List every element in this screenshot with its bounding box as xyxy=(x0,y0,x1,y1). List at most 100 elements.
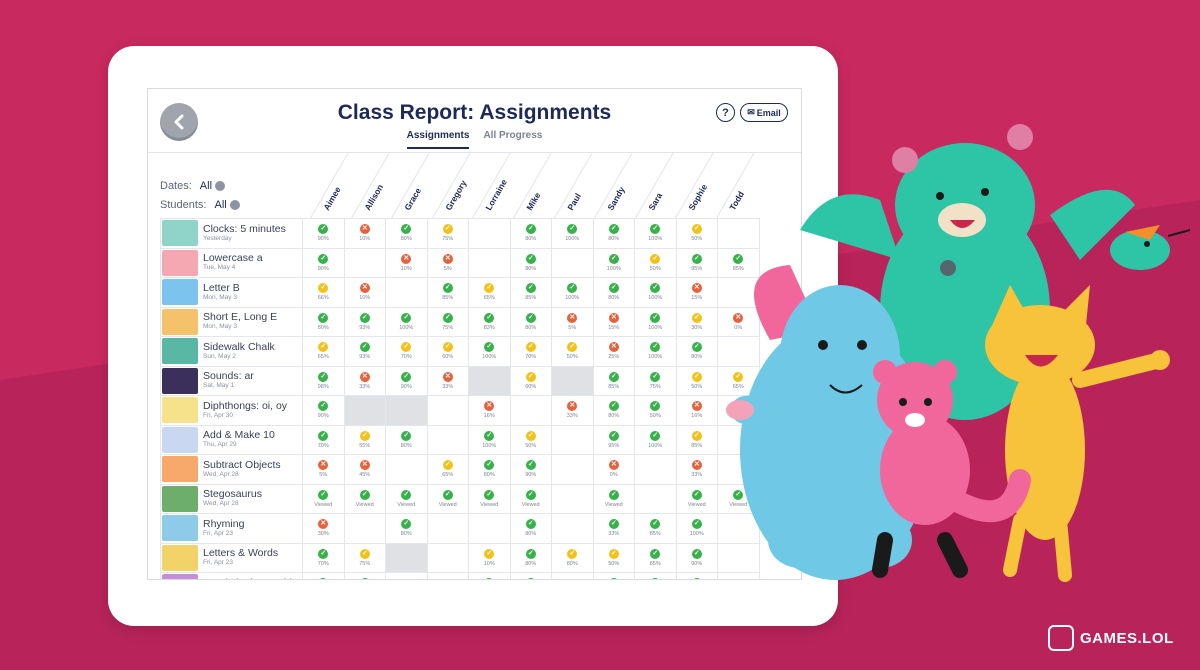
lesson-cell[interactable]: Stegosaurus Wed, Apr 28 xyxy=(160,483,303,514)
dates-filter[interactable]: Dates: All xyxy=(160,177,240,196)
score-cell[interactable]: ✕ 0% xyxy=(717,306,760,337)
lesson-cell[interactable]: Rhyming Fri, Apr 23 xyxy=(160,513,303,544)
table-row[interactable]: Sidewalk Chalk Sun, May 2 ✓ 65% ✓ 93% ✓ 70% ✓ 60%… xyxy=(160,336,760,367)
score-cell[interactable]: ✓80% xyxy=(551,542,594,573)
edit-students-icon[interactable] xyxy=(229,200,240,211)
score-cell[interactable]: ✓ 100% xyxy=(468,424,511,455)
score-cell[interactable]: ✓80% xyxy=(592,277,635,308)
score-cell[interactable]: ✕ 15% xyxy=(675,277,718,308)
score-cell[interactable]: ✓ 100% xyxy=(468,336,511,367)
score-cell[interactable]: ✓ 93% xyxy=(343,336,386,367)
score-cell[interactable] xyxy=(343,247,386,278)
score-cell[interactable]: ✓ 55% xyxy=(343,424,386,455)
score-cell[interactable]: ✓80% xyxy=(509,306,552,337)
partial-check-icon: ✓ xyxy=(691,371,702,382)
score-cell[interactable]: ✓ Viewed xyxy=(426,483,469,514)
score-cell[interactable]: ✓ 75% xyxy=(343,542,386,573)
edit-dates-icon[interactable] xyxy=(215,181,226,192)
score-cell[interactable] xyxy=(343,395,386,426)
tab-all-progress[interactable]: All Progress xyxy=(483,130,543,141)
lesson-cell[interactable]: Sidewalk Chalk Sun, May 2 xyxy=(160,336,303,367)
score-cell[interactable] xyxy=(343,513,386,544)
score-cell[interactable]: ✓80% xyxy=(592,218,635,249)
score-cell[interactable]: ✕ 33% xyxy=(551,395,594,426)
score-cell[interactable]: ✕ 33% xyxy=(426,365,469,396)
score-cell[interactable]: ✓90% xyxy=(302,247,345,278)
score-cell[interactable]: ✓ 65% xyxy=(302,336,345,367)
score-cell[interactable]: ✓ 70% xyxy=(509,336,552,367)
score-cell[interactable]: ✓ 95% xyxy=(592,424,635,455)
lesson-cell[interactable]: Words in the WorldThu, Apr 22 xyxy=(160,572,303,579)
table-row[interactable]: Add & Make 10 Thu, Apr 29 ✓ 70% ✓ 55% ✓ 80% ✓ 100… xyxy=(160,424,760,455)
score-cell[interactable]: ✓80% xyxy=(385,424,428,455)
score-cell[interactable]: ✓85% xyxy=(675,424,718,455)
score-cell[interactable]: ✓ Viewed xyxy=(675,483,718,514)
score-cell[interactable] xyxy=(717,513,760,544)
score-cell[interactable]: ✓ 50% xyxy=(675,365,718,396)
score-cell[interactable] xyxy=(468,365,511,396)
score-cell[interactable]: ✓90% xyxy=(302,218,345,249)
score-cell[interactable]: ✓ 75% xyxy=(634,365,677,396)
score-cell[interactable]: ✓ 50% xyxy=(592,542,635,573)
score-cell[interactable] xyxy=(717,572,760,579)
email-button[interactable]: ✉ Email xyxy=(740,103,788,122)
score-cell[interactable] xyxy=(551,247,594,278)
score-cell[interactable]: ✓85% xyxy=(717,247,760,278)
score-cell[interactable] xyxy=(717,336,760,367)
score-cell[interactable]: ✓ 75% xyxy=(426,218,469,249)
score-cell[interactable]: ✓85% xyxy=(426,277,469,308)
table-row[interactable]: Stegosaurus Wed, Apr 28 ✓ Viewed ✓ Viewed ✓ Vie… xyxy=(160,483,760,514)
score-cell[interactable]: ✓ 10% xyxy=(468,542,511,573)
table-row[interactable]: Diphthongs: oi, oy Fri, Apr 30 ✓ 90% ✕ 16% ✕ 33… xyxy=(160,395,760,426)
score-cell[interactable]: ✓ Viewed xyxy=(468,483,511,514)
score-cell[interactable]: ✕ 30% xyxy=(302,513,345,544)
tab-assignments[interactable]: Assignments xyxy=(406,129,470,149)
score-cell[interactable] xyxy=(426,542,469,573)
score-cell[interactable] xyxy=(468,218,511,249)
score-cell[interactable]: ✓85% xyxy=(592,365,635,396)
table-row[interactable]: Letter B Mon, May 3 ✓ 66% ✕ 10% ✓ 85% ✓ 65% ✓ 85% ✓ 1… xyxy=(160,277,760,308)
lesson-cell[interactable]: Letter B Mon, May 3 xyxy=(160,277,303,308)
score-cell[interactable]: ✓ 50% xyxy=(675,218,718,249)
score-cell[interactable]: ✓ 30% xyxy=(675,306,718,337)
score-cell[interactable]: ✕ 15% xyxy=(592,306,635,337)
score-cell[interactable]: ✓ 100% xyxy=(551,277,594,308)
score-cell[interactable] xyxy=(385,395,428,426)
score-cell[interactable]: ✓ 65% xyxy=(426,454,469,485)
score-cell[interactable]: ✓ Viewed xyxy=(385,483,428,514)
score-cell[interactable]: ✓ 98% xyxy=(302,365,345,396)
help-button[interactable]: ? xyxy=(716,103,735,122)
score-cell[interactable] xyxy=(468,247,511,278)
score-cell[interactable] xyxy=(634,483,677,514)
lesson-cell[interactable]: Subtract Objects Wed, Apr 28 xyxy=(160,454,303,485)
score-cell[interactable] xyxy=(385,542,428,573)
score-cell[interactable] xyxy=(717,277,760,308)
score-cell[interactable]: ✓ 33% xyxy=(592,513,635,544)
score-cell[interactable]: ✓90% xyxy=(385,365,428,396)
score-cell[interactable] xyxy=(551,513,594,544)
score-cell[interactable]: ✓ 50% xyxy=(634,247,677,278)
table-row[interactable]: Clocks: 5 minutes Yesterday ✓ 90% ✕ 10% ✓ 80% ✓ 7… xyxy=(160,218,760,249)
score-cell[interactable]: ✓ 100% xyxy=(675,513,718,544)
score-cell[interactable]: ✓ 95% xyxy=(675,247,718,278)
score-cell[interactable]: ✓80% xyxy=(468,454,511,485)
score-cell[interactable] xyxy=(717,542,760,573)
back-button[interactable] xyxy=(160,103,198,141)
score-cell[interactable]: ✓ 93% xyxy=(343,306,386,337)
score-cell[interactable] xyxy=(717,218,760,249)
table-row[interactable]: Words in the WorldThu, Apr 22✓90%✓90%✓80… xyxy=(160,572,760,579)
lesson-cell[interactable]: Clocks: 5 minutes Yesterday xyxy=(160,218,303,249)
score-cell[interactable]: ✕ 16% xyxy=(675,395,718,426)
score-cell[interactable]: ✓ 50% xyxy=(634,395,677,426)
score-cell[interactable]: ✕ 33% xyxy=(343,365,386,396)
score-cell[interactable]: ✓ 100% xyxy=(551,218,594,249)
score-cell[interactable]: ✓ 100% xyxy=(634,306,677,337)
score-cell[interactable]: ✓80% xyxy=(509,247,552,278)
score-cell[interactable]: ✕ 5% xyxy=(302,454,345,485)
table-row[interactable]: Lowercase a Tue, May 4 ✓ 90% ✕ 10% ✕ 5% ✓ 80% ✓ 100… xyxy=(160,247,760,278)
score-cell[interactable]: ✕ 0% xyxy=(592,454,635,485)
score-cell[interactable]: ✓ 66% xyxy=(302,277,345,308)
lesson-cell[interactable]: Add & Make 10 Thu, Apr 29 xyxy=(160,424,303,455)
score-cell[interactable] xyxy=(551,365,594,396)
students-filter[interactable]: Students: All xyxy=(160,196,240,215)
